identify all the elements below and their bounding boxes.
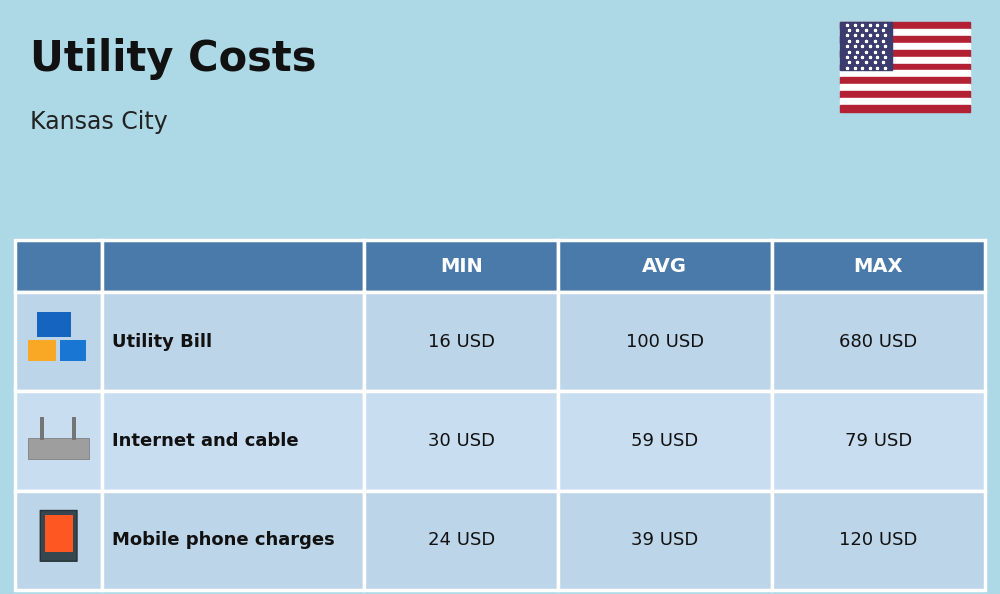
Bar: [558, 391, 772, 491]
Text: 39 USD: 39 USD: [631, 532, 699, 549]
Bar: [102, 391, 364, 491]
Text: 120 USD: 120 USD: [839, 532, 917, 549]
Text: Internet and cable: Internet and cable: [112, 432, 299, 450]
Text: 24 USD: 24 USD: [428, 532, 495, 549]
Text: MAX: MAX: [854, 257, 903, 276]
Bar: [60, 340, 86, 361]
Text: 100 USD: 100 USD: [626, 333, 704, 350]
Bar: [558, 292, 772, 391]
FancyBboxPatch shape: [40, 510, 77, 561]
Bar: [840, 22, 892, 71]
Bar: [72, 417, 76, 440]
Bar: [840, 71, 970, 77]
Bar: [28, 438, 89, 459]
Text: 680 USD: 680 USD: [839, 333, 917, 350]
Bar: [558, 240, 772, 292]
Bar: [840, 56, 970, 64]
Bar: [840, 64, 970, 71]
Bar: [15, 240, 102, 292]
Text: Kansas City: Kansas City: [30, 110, 168, 134]
Bar: [364, 491, 558, 590]
Bar: [364, 292, 558, 391]
Bar: [364, 391, 558, 491]
Text: 30 USD: 30 USD: [428, 432, 495, 450]
Bar: [840, 43, 970, 50]
Bar: [15, 491, 102, 590]
Bar: [840, 105, 970, 112]
Bar: [15, 292, 102, 391]
Bar: [840, 84, 970, 91]
Bar: [102, 491, 364, 590]
Bar: [102, 240, 364, 292]
Bar: [772, 491, 985, 590]
Bar: [364, 240, 558, 292]
Bar: [840, 98, 970, 105]
Bar: [40, 417, 44, 440]
Text: 79 USD: 79 USD: [845, 432, 912, 450]
Text: 59 USD: 59 USD: [631, 432, 699, 450]
Bar: [772, 292, 985, 391]
Text: Utility Costs: Utility Costs: [30, 38, 316, 80]
Bar: [840, 91, 970, 98]
Bar: [772, 240, 985, 292]
Text: Utility Bill: Utility Bill: [112, 333, 212, 350]
Bar: [558, 491, 772, 590]
Bar: [840, 77, 970, 84]
Bar: [840, 50, 970, 56]
Bar: [37, 312, 71, 337]
Bar: [28, 340, 56, 361]
Bar: [772, 391, 985, 491]
Bar: [45, 516, 73, 552]
Bar: [840, 22, 970, 29]
Bar: [102, 292, 364, 391]
Text: AVG: AVG: [642, 257, 687, 276]
Text: 16 USD: 16 USD: [428, 333, 495, 350]
Bar: [840, 29, 970, 36]
Bar: [15, 391, 102, 491]
Bar: [840, 36, 970, 43]
Text: Mobile phone charges: Mobile phone charges: [112, 532, 335, 549]
Text: MIN: MIN: [440, 257, 483, 276]
